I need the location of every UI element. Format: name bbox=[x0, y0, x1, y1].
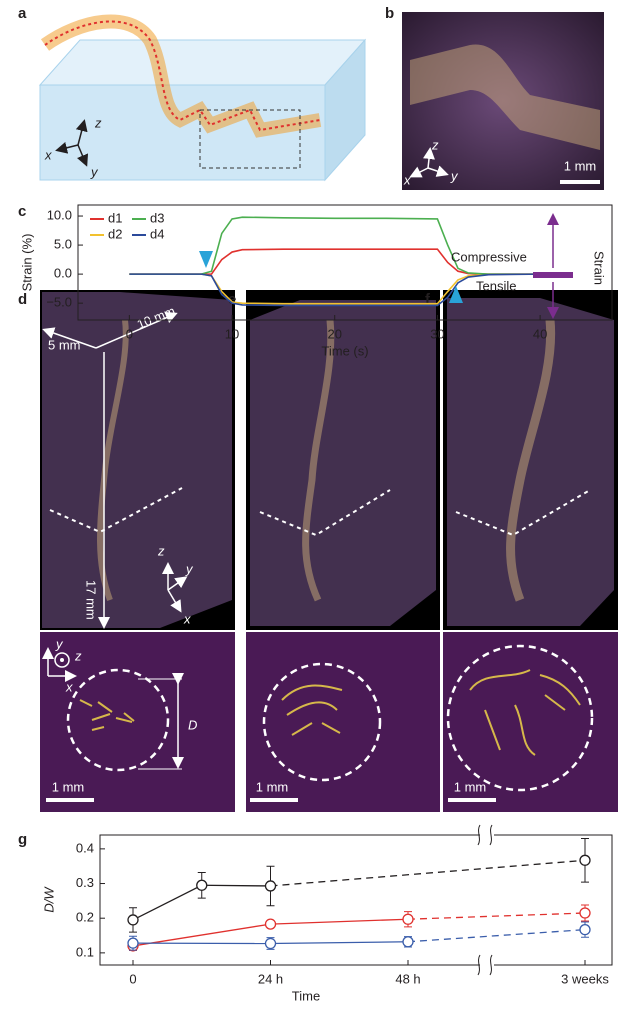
data-point bbox=[403, 914, 413, 924]
axis-label: x bbox=[183, 611, 191, 626]
x-tick-label: 3 weeks bbox=[561, 971, 609, 986]
series-segment bbox=[271, 860, 586, 886]
y-tick-label: 0.2 bbox=[76, 910, 94, 925]
dimension-label: 17 mm bbox=[84, 580, 99, 620]
x-tick-label: 0 bbox=[129, 971, 136, 986]
scale-bar bbox=[46, 798, 94, 802]
axis-label: x bbox=[44, 147, 52, 162]
marker-arrow bbox=[199, 251, 213, 268]
x-axis-label: Time (s) bbox=[321, 343, 368, 358]
series-segment bbox=[271, 942, 409, 944]
y-axis-label: Strain (%) bbox=[19, 234, 34, 292]
data-point bbox=[403, 937, 413, 947]
y-tick-label: 0.0 bbox=[54, 266, 72, 281]
legend-label: d4 bbox=[150, 226, 164, 241]
panel-d: d 10 mm 5 mm 17 mm z y x D y z x 1 mm bbox=[18, 290, 235, 812]
axis-label: z bbox=[431, 137, 439, 152]
scale-bar-label: 1 mm bbox=[52, 779, 85, 794]
plot-frame bbox=[100, 835, 612, 965]
y-tick-label: 0.3 bbox=[76, 875, 94, 890]
series-segment bbox=[133, 885, 202, 920]
y-tick-label: −5.0 bbox=[46, 295, 72, 310]
x-tick-label: 48 h bbox=[395, 971, 420, 986]
x-tick-label: 0 bbox=[126, 326, 133, 341]
strain-bar bbox=[533, 272, 573, 278]
legend-label: d3 bbox=[150, 210, 164, 225]
data-point bbox=[580, 908, 590, 918]
x-tick-label: 20 bbox=[327, 326, 341, 341]
axis-label: z bbox=[157, 543, 165, 558]
data-point bbox=[128, 938, 138, 948]
scale-bar bbox=[448, 798, 496, 802]
page: a z x y b z x y 1 mm c d 10 mm 5 mm 17 m… bbox=[0, 0, 622, 1030]
chart: 0.1 0.2 0.3 0.4 D/W Time 0 24 h 48 h 3 weeks bbox=[41, 825, 612, 1003]
volume bbox=[447, 298, 614, 626]
axis-break bbox=[480, 957, 494, 973]
box-top bbox=[40, 40, 365, 85]
axis-break bbox=[480, 827, 494, 843]
x-tick-label: 10 bbox=[225, 326, 239, 341]
scale-bar bbox=[560, 180, 600, 184]
panel-label: g bbox=[18, 831, 27, 848]
panel-f: f 1 mm bbox=[425, 290, 618, 812]
series-segment bbox=[408, 930, 585, 942]
dimension-label: 5 mm bbox=[48, 337, 81, 352]
x-tick-label: 24 h bbox=[258, 971, 283, 986]
figure: a z x y b z x y 1 mm c d 10 mm 5 mm 17 m… bbox=[0, 0, 622, 1030]
scale-bar-label: 1 mm bbox=[256, 779, 289, 794]
data-point bbox=[128, 915, 138, 925]
axis-label: x bbox=[403, 172, 411, 187]
y-axis-label: D/W bbox=[41, 886, 56, 913]
panel-label: c bbox=[18, 203, 26, 220]
annotation: Strain bbox=[592, 251, 607, 285]
y-tick-label: 0.4 bbox=[76, 840, 94, 855]
y-tick-label: 10.0 bbox=[47, 207, 72, 222]
scale-bar-label: 1 mm bbox=[564, 158, 597, 173]
panel-e: e 1 mm bbox=[228, 290, 440, 812]
x-tick-label: 30 bbox=[430, 326, 444, 341]
axis-label: z bbox=[94, 115, 102, 130]
legend-label: d1 bbox=[108, 210, 122, 225]
data-point bbox=[580, 925, 590, 935]
series-line bbox=[129, 217, 540, 274]
scale-bar bbox=[250, 798, 298, 802]
series-segment bbox=[408, 913, 585, 919]
panel-label: d bbox=[18, 291, 27, 308]
scale-bar-label: 1 mm bbox=[454, 779, 487, 794]
axis-symbol bbox=[60, 658, 64, 662]
panel-b: b z x y 1 mm bbox=[385, 5, 604, 190]
annotation: Compressive bbox=[451, 249, 527, 264]
y-tick-label: 5.0 bbox=[54, 237, 72, 252]
axis-label: z bbox=[74, 648, 82, 663]
annotation: Tensile bbox=[476, 278, 516, 293]
dimension-label: D bbox=[188, 717, 197, 732]
data-point bbox=[266, 919, 276, 929]
data-point bbox=[266, 881, 276, 891]
panel-a: a z x y bbox=[18, 5, 365, 180]
series-segment bbox=[271, 919, 409, 924]
series-segment bbox=[202, 885, 271, 886]
data-point bbox=[197, 880, 207, 890]
panel-label: a bbox=[18, 5, 27, 22]
panel-label: b bbox=[385, 5, 394, 22]
legend-label: d2 bbox=[108, 226, 122, 241]
data-point bbox=[266, 939, 276, 949]
y-tick-label: 0.1 bbox=[76, 944, 94, 959]
x-tick-label: 40 bbox=[533, 326, 547, 341]
axis-label: x bbox=[65, 679, 73, 694]
x-axis-label: Time bbox=[292, 988, 320, 1003]
data-point bbox=[580, 855, 590, 865]
